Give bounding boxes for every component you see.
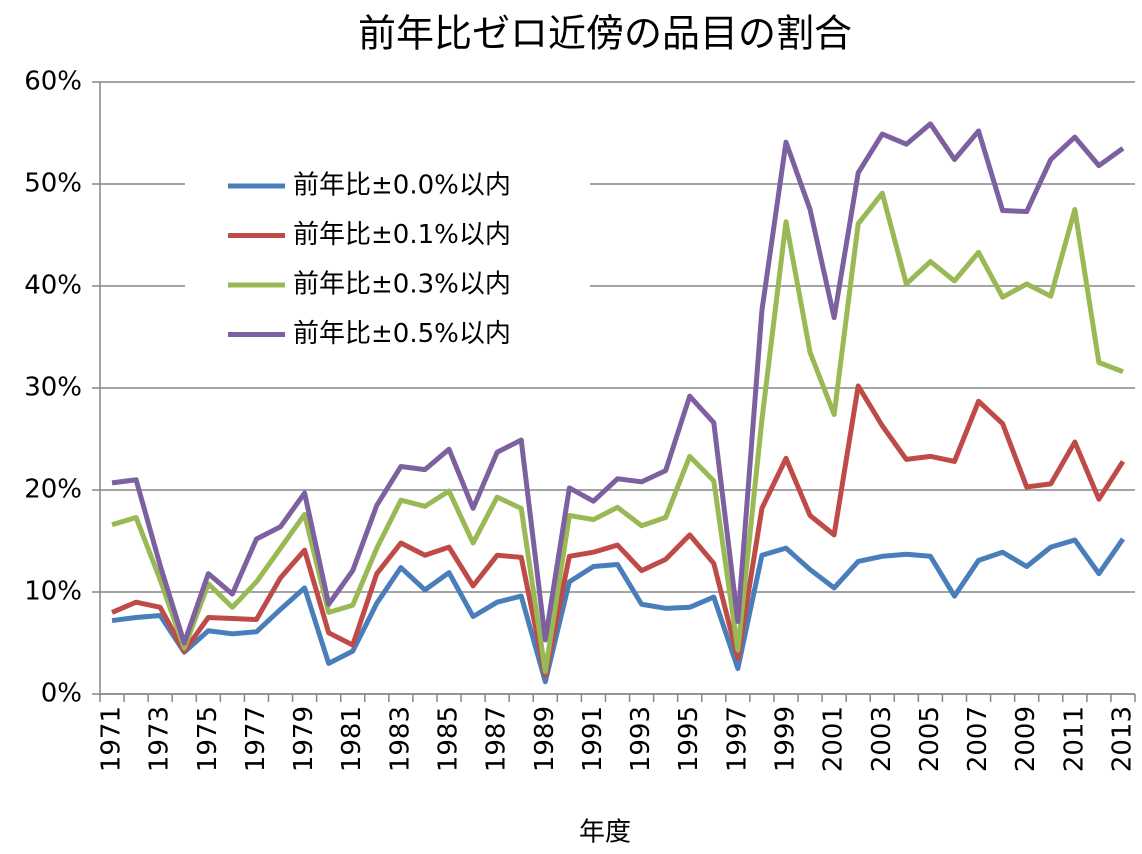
- y-tick-label: 60%: [24, 67, 82, 97]
- x-tick-label: 1981: [337, 706, 367, 772]
- x-tick-label: 1985: [434, 706, 464, 772]
- x-tick-label: 1991: [578, 706, 608, 772]
- x-tick-label: 1987: [482, 706, 512, 772]
- x-tick-label: 1977: [241, 706, 271, 772]
- y-tick-label: 0%: [41, 679, 82, 709]
- x-tick-label: 2013: [1107, 706, 1137, 772]
- legend-label: 前年比±0.5%以内: [293, 319, 511, 349]
- x-tick-label: 1979: [289, 706, 319, 772]
- x-tick-label: 1995: [674, 706, 704, 772]
- legend-box: [185, 165, 590, 350]
- chart-title: 前年比ゼロ近傍の品目の割合: [358, 12, 852, 56]
- series-line: [111, 190, 1124, 675]
- y-tick-label: 20%: [24, 475, 82, 505]
- legend-label: 前年比±0.1%以内: [293, 220, 511, 250]
- x-tick-label: 1999: [770, 706, 800, 772]
- y-tick-label: 50%: [24, 169, 82, 199]
- legend-label: 前年比±0.3%以内: [293, 270, 511, 300]
- x-tick-label: 2005: [915, 706, 945, 772]
- series-line: [111, 121, 1125, 646]
- x-tick-label: 1975: [193, 706, 223, 772]
- x-tick-label: 1989: [530, 706, 560, 772]
- x-tick-label: 2009: [1011, 706, 1041, 772]
- x-tick-label: 2001: [819, 706, 849, 772]
- x-tick-label: 1983: [385, 706, 415, 772]
- y-tick-label: 30%: [24, 373, 82, 403]
- y-tick-label: 40%: [24, 271, 82, 301]
- legend-label: 前年比±0.0%以内: [293, 171, 511, 201]
- x-tick-label: 2007: [963, 706, 993, 772]
- x-tick-label: 1993: [626, 706, 656, 772]
- series-line: [111, 383, 1126, 679]
- x-tick-label: 2003: [867, 706, 897, 772]
- x-tick-label: 1997: [722, 706, 752, 772]
- x-axis-title: 年度: [579, 818, 631, 848]
- x-tick-label: 1971: [97, 706, 127, 772]
- x-tick-label: 1973: [145, 706, 175, 772]
- x-tick-label: 2011: [1059, 706, 1089, 772]
- series-line: [111, 537, 1126, 685]
- y-tick-label: 10%: [24, 577, 82, 607]
